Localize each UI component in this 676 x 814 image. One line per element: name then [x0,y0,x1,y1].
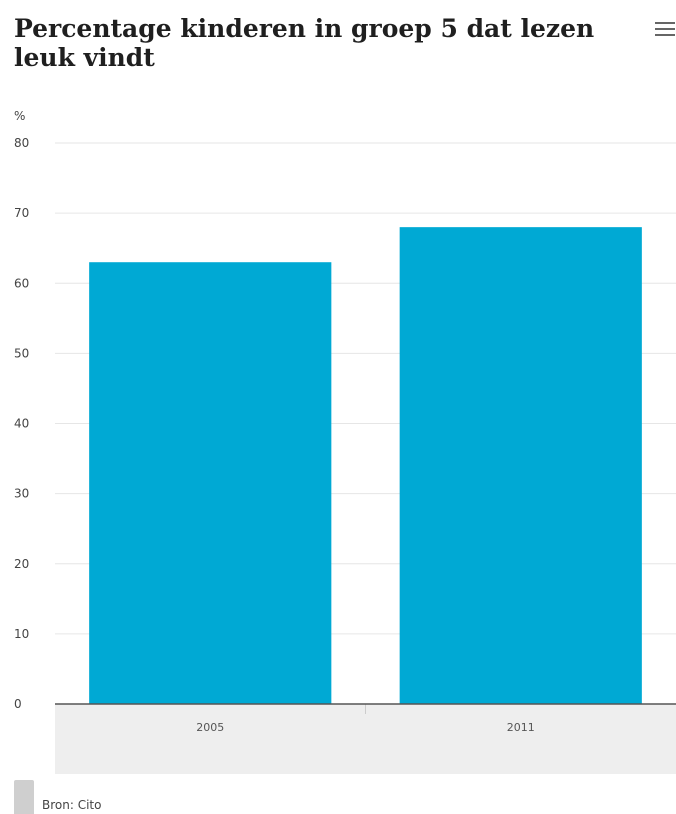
y-tick-label: 50 [14,346,29,360]
x-axis-band [55,704,676,774]
source-icon [14,780,34,814]
bar-chart: % 0 10 20 30 40 50 60 70 80 2005 2011 [14,109,676,774]
y-tick-label: 40 [14,417,29,431]
source-text: Bron: Cito [42,798,102,812]
bar-2011 [399,227,642,704]
y-tick-label: 80 [14,136,29,150]
y-tick-label: 20 [14,557,29,571]
y-tick-label: 70 [14,206,29,220]
y-tick-label: 30 [14,487,29,501]
bar-2005 [89,262,332,704]
source-note: Bron: Cito [14,774,101,814]
hamburger-menu-icon[interactable] [655,22,675,40]
x-tick-label: 2011 [507,721,535,734]
y-tick-label: 0 [14,697,22,711]
y-tick-label: 10 [14,627,29,641]
x-tick-label: 2005 [196,721,224,734]
y-axis-label: % [14,109,25,123]
chart-title: Percentage kinderen in groep 5 dat lezen… [14,14,595,72]
y-tick-label: 60 [14,276,29,290]
